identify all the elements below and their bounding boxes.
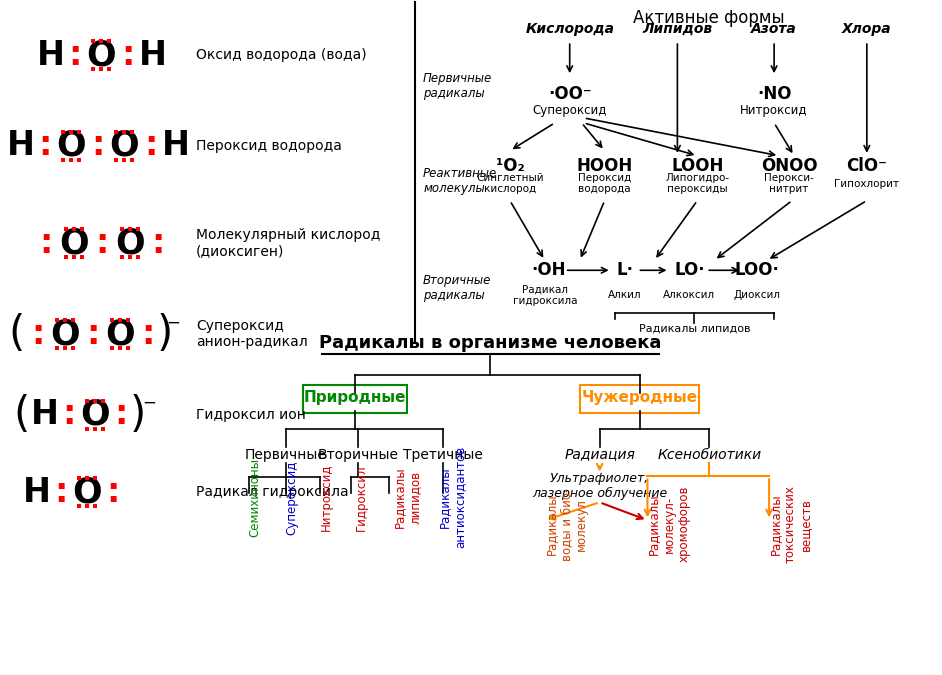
Text: Гипохлорит: Гипохлорит [835, 179, 900, 188]
Text: Азота: Азота [751, 22, 797, 36]
Text: Активные формы: Активные формы [633, 9, 785, 28]
Text: Радикалы
воды и био-
молекул: Радикалы воды и био- молекул [544, 487, 588, 561]
Text: ONOO: ONOO [761, 157, 818, 175]
Text: ClO⁻: ClO⁻ [847, 157, 887, 175]
Text: Супероксид
анион-радикал: Супероксид анион-радикал [196, 319, 308, 349]
Text: LOO·: LOO· [735, 261, 780, 279]
Text: (: ( [8, 313, 24, 355]
Text: Супероксид: Супероксид [532, 105, 607, 117]
Text: ): ) [130, 394, 146, 436]
Text: Липидов: Липидов [642, 22, 712, 36]
Text: Супероксид: Супероксид [285, 460, 299, 535]
Text: Липогидро-
пероксиды: Липогидро- пероксиды [665, 173, 729, 194]
Text: Радикал гидроксила: Радикал гидроксила [196, 485, 349, 499]
Text: H: H [24, 476, 51, 508]
Text: Вторичные
радикалы: Вторичные радикалы [423, 274, 492, 302]
FancyBboxPatch shape [303, 385, 407, 412]
Text: Алкоксил: Алкоксил [663, 290, 715, 300]
Text: Кислорода: Кислорода [526, 22, 614, 36]
Text: LO·: LO· [674, 261, 705, 279]
Text: Хлора: Хлора [842, 22, 892, 36]
Text: Радикалы
липидов: Радикалы липидов [393, 466, 421, 528]
Text: Радикалы липидов: Радикалы липидов [639, 324, 750, 334]
Text: Радикал
гидроксила: Радикал гидроксила [512, 284, 577, 306]
Text: Чужеродные: Чужеродные [581, 390, 698, 405]
Text: :: : [122, 38, 135, 72]
Text: Нитроксид: Нитроксид [319, 464, 333, 531]
Text: Третичные: Третичные [403, 448, 483, 462]
Text: O: O [87, 38, 116, 72]
Text: ·OH: ·OH [531, 261, 566, 279]
Text: Перокси-
нитрит: Перокси- нитрит [764, 173, 814, 194]
Text: (: ( [13, 394, 29, 436]
Text: Диоксил: Диоксил [734, 290, 781, 300]
Text: LOOH: LOOH [671, 157, 723, 175]
Text: Первичные
радикалы: Первичные радикалы [423, 72, 493, 100]
Text: :: : [91, 130, 105, 163]
Text: ·NO: ·NO [756, 85, 791, 103]
Text: L·: L· [616, 261, 633, 279]
Text: O: O [115, 226, 145, 261]
Text: H: H [31, 398, 59, 431]
Text: :: : [32, 318, 45, 350]
Text: Ксенобиотики: Ксенобиотики [658, 448, 761, 462]
Text: Реактивные
молекулы: Реактивные молекулы [423, 167, 497, 194]
Text: Алкил: Алкил [608, 290, 642, 300]
Text: H: H [38, 38, 65, 72]
Text: Первичные: Первичные [245, 448, 327, 462]
Text: :: : [39, 130, 52, 163]
Text: O: O [109, 129, 138, 163]
Text: Вторичные: Вторичные [317, 448, 398, 462]
Text: −: − [142, 394, 155, 412]
Text: Радикалы
молекул-
хромофоров: Радикалы молекул- хромофоров [647, 486, 690, 562]
Text: O: O [59, 226, 89, 261]
Text: ): ) [156, 313, 173, 355]
Text: −: − [166, 313, 180, 331]
Text: O: O [106, 317, 135, 351]
Text: Нитроксид: Нитроксид [740, 105, 808, 117]
Text: O: O [50, 317, 80, 351]
Text: O: O [80, 398, 110, 432]
Text: :: : [40, 227, 53, 260]
Text: :: : [87, 318, 100, 350]
Text: H: H [8, 130, 36, 163]
Text: H: H [162, 130, 190, 163]
FancyBboxPatch shape [579, 385, 699, 412]
Text: :: : [62, 398, 76, 431]
Text: Природные: Природные [304, 390, 407, 405]
Text: :: : [144, 130, 157, 163]
Text: O: O [57, 129, 86, 163]
Text: Радикалы
токсических
веществ: Радикалы токсических веществ [769, 485, 812, 563]
Text: Радиация: Радиация [564, 448, 635, 462]
Text: Гидроксил: Гидроксил [355, 464, 368, 531]
Text: Синглетный
кислород: Синглетный кислород [476, 173, 544, 194]
Text: :: : [69, 38, 82, 72]
Text: :: : [114, 398, 128, 431]
Text: O: O [73, 475, 102, 509]
Text: Гидроксил ион: Гидроксил ион [196, 408, 306, 422]
Text: Радикалы в организме человека: Радикалы в организме человека [318, 334, 661, 352]
Text: :: : [141, 318, 154, 350]
Text: H: H [138, 38, 167, 72]
Text: :: : [55, 476, 68, 508]
Text: Семихиноны: Семихиноны [249, 458, 262, 537]
Text: ¹O₂: ¹O₂ [495, 157, 525, 175]
Text: Пероксид водорода: Пероксид водорода [196, 139, 342, 153]
Text: Оксид водорода (вода): Оксид водорода (вода) [196, 48, 366, 62]
Text: ·OO⁻: ·OO⁻ [548, 85, 592, 103]
Text: Радикалы
антиоксидантов: Радикалы антиоксидантов [438, 446, 466, 549]
Text: :: : [152, 227, 165, 260]
Text: Ультрафиолет,
лазерное облучение: Ультрафиолет, лазерное облучение [532, 472, 667, 500]
Text: Пероксид
водорода: Пероксид водорода [578, 173, 631, 194]
Text: HOOH: HOOH [577, 157, 633, 175]
Text: :: : [106, 476, 120, 508]
Text: Молекулярный кислород
(диоксиген): Молекулярный кислород (диоксиген) [196, 228, 381, 259]
Text: :: : [95, 227, 108, 260]
